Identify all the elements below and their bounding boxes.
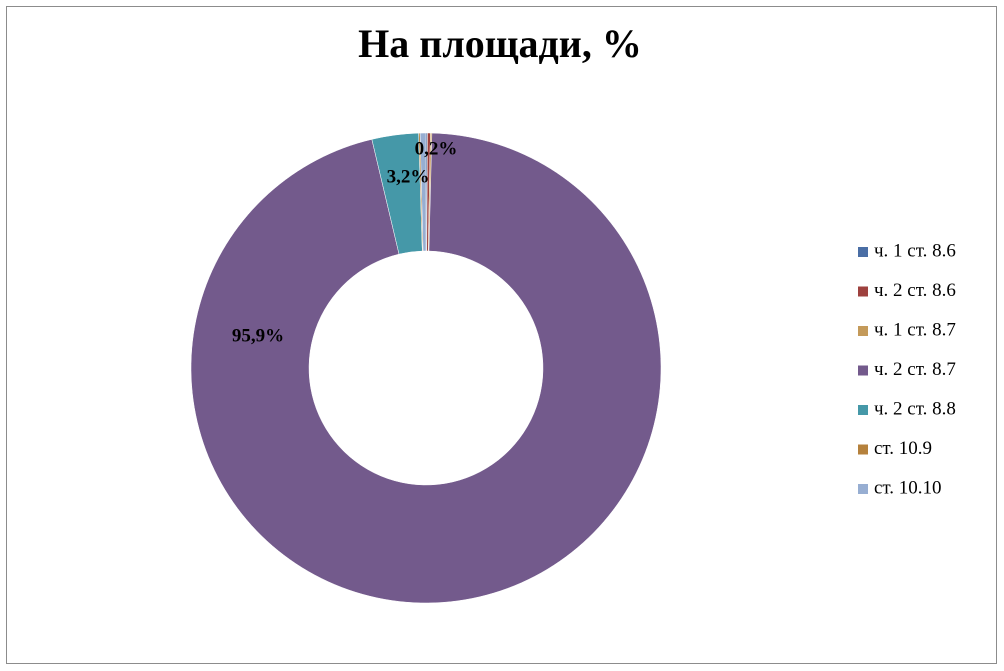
chart-title: На площади, % <box>358 21 642 66</box>
legend-swatch <box>858 365 868 376</box>
data-label: 0,2% <box>415 138 458 159</box>
data-label: 3,2% <box>387 166 430 187</box>
data-label: 95,9% <box>232 325 284 346</box>
legend-swatch <box>858 484 868 494</box>
legend-swatch <box>858 444 868 455</box>
legend-swatch <box>858 326 868 336</box>
legend-label: ст. 10.9 <box>874 438 932 459</box>
legend-swatch <box>858 247 868 257</box>
legend-label: ч. 1 ст. 8.6 <box>874 240 956 261</box>
legend-label: ч. 2 ст. 8.7 <box>874 359 956 380</box>
donut-slice <box>419 132 427 252</box>
legend-label: ч. 1 ст. 8.7 <box>874 319 956 340</box>
legend-swatch <box>858 286 868 297</box>
legend-label: ст. 10.10 <box>874 477 942 498</box>
legend-label: ч. 2 ст. 8.6 <box>874 280 956 301</box>
donut-slice <box>190 132 662 604</box>
legend-swatch <box>858 405 868 415</box>
legend-label: ч. 2 ст. 8.8 <box>874 398 956 419</box>
